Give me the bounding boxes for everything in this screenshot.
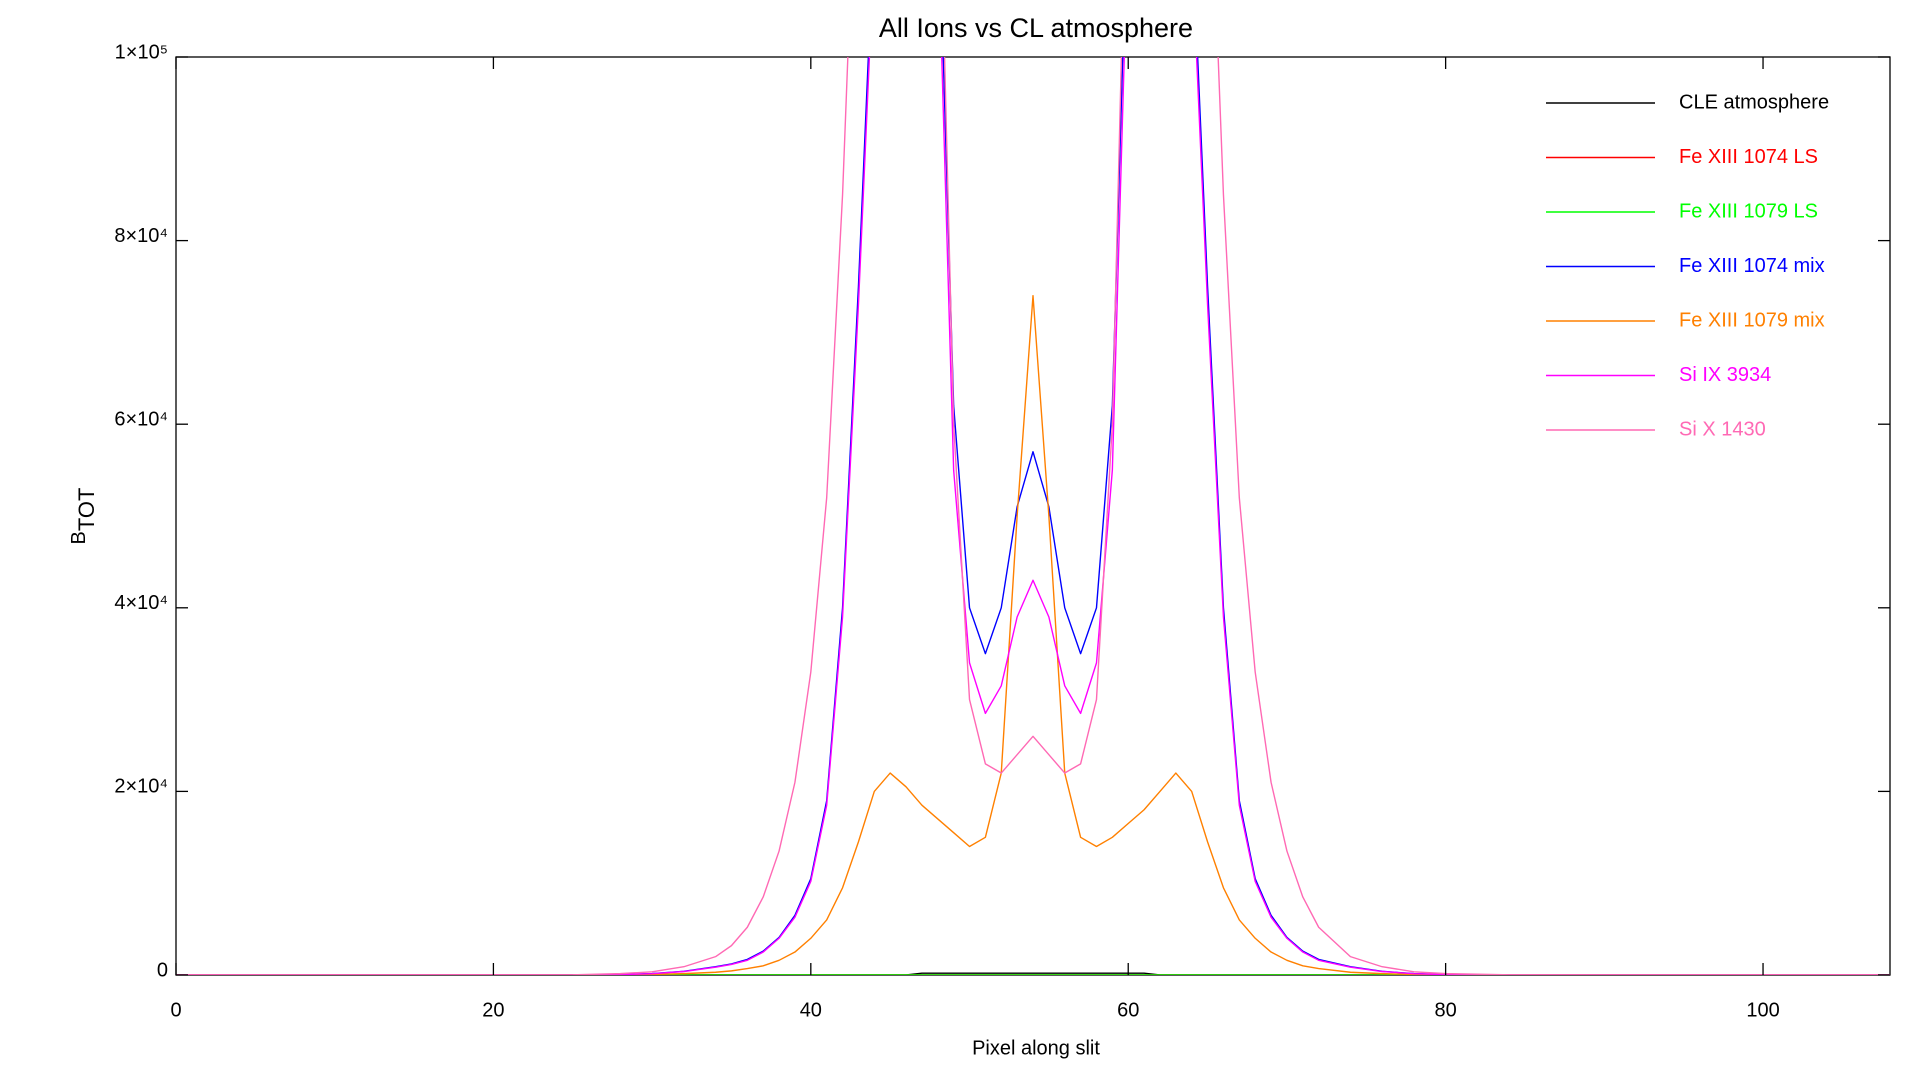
x-tick-label: 80 xyxy=(1435,999,1457,1021)
legend-label: Si IX 3934 xyxy=(1679,364,1771,386)
y-tick-label: 6×10⁴ xyxy=(114,408,168,430)
legend-label: Fe XIII 1074 mix xyxy=(1679,255,1825,277)
y-tick-label: 4×10⁴ xyxy=(114,592,168,614)
y-axis-label-main: B xyxy=(68,531,90,544)
x-tick-label: 0 xyxy=(170,999,181,1021)
series-line xyxy=(176,294,1890,975)
x-tick-label: 100 xyxy=(1746,999,1779,1021)
legend-label: Si X 1430 xyxy=(1679,418,1766,440)
legend-label: CLE atmosphere xyxy=(1679,91,1829,113)
legend-label: Fe XIII 1079 LS xyxy=(1679,200,1818,222)
series-line xyxy=(176,57,1890,975)
y-axis-label-sub: TOT xyxy=(74,488,99,532)
legend-label: Fe XIII 1074 LS xyxy=(1679,146,1818,168)
legend-label: Fe XIII 1079 mix xyxy=(1679,309,1825,331)
y-tick-label: 8×10⁴ xyxy=(114,225,168,247)
series-line xyxy=(176,57,1890,975)
plot-lines xyxy=(176,57,1890,975)
y-axis-label: BTOT xyxy=(68,488,99,545)
series-line xyxy=(176,972,1890,975)
x-tick-label: 40 xyxy=(800,999,822,1021)
y-tick-label: 0 xyxy=(157,959,168,981)
plot-frame xyxy=(175,56,1891,976)
y-tick-label: 1×10⁵ xyxy=(115,41,168,63)
x-axis-label: Pixel along slit xyxy=(972,1037,1100,1059)
x-tick-label: 60 xyxy=(1117,999,1139,1021)
chart-title: All Ions vs CL atmosphere xyxy=(879,13,1193,43)
x-tick-label: 20 xyxy=(482,999,504,1021)
y-tick-label: 2×10⁴ xyxy=(114,776,168,798)
series-line xyxy=(176,57,1890,975)
